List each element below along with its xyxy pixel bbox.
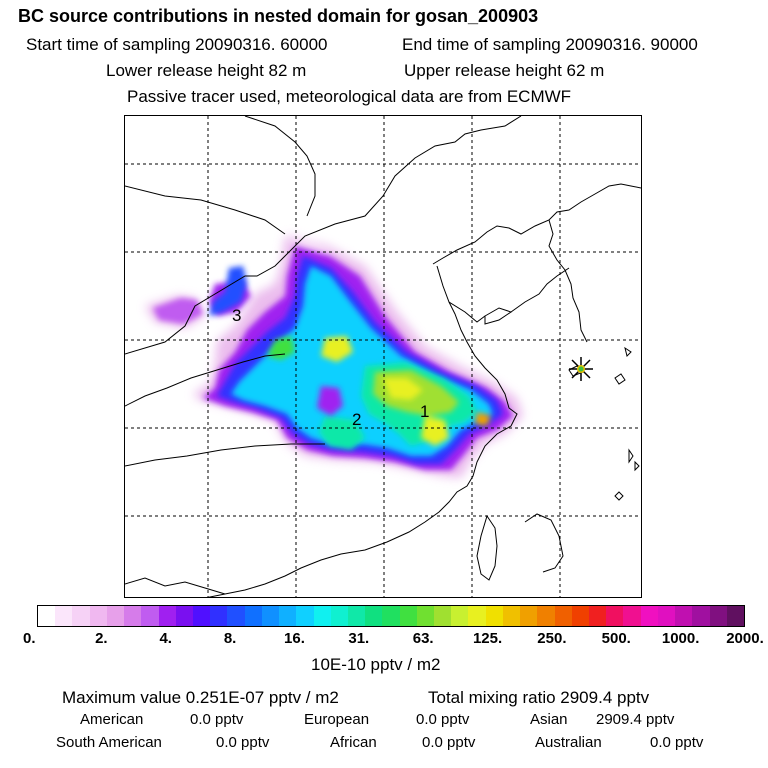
map-gridlines <box>125 116 641 597</box>
color-scale-cell <box>347 606 366 626</box>
color-scale-cell <box>89 606 107 626</box>
color-scale-tick-label: 250. <box>537 630 567 647</box>
asian-label: Asian <box>530 711 568 728</box>
color-scale-tick-label: 2. <box>95 630 108 647</box>
color-scale-tick-label: 0. <box>23 630 36 647</box>
color-scale-cell <box>692 606 710 626</box>
asian-value: 2909.4 pptv <box>596 711 675 728</box>
color-scale-cell <box>726 606 744 626</box>
color-scale-cell <box>571 606 589 626</box>
color-scale-cell <box>313 606 331 626</box>
color-scale-cell <box>502 606 521 626</box>
color-scale-cell <box>416 606 435 626</box>
color-scale-cell <box>365 606 383 626</box>
color-scale-cell <box>520 606 538 626</box>
region-label-3: 3 <box>232 306 241 325</box>
region-label-1: 1 <box>420 402 429 421</box>
color-scale-cell <box>589 606 607 626</box>
color-scale-bar <box>37 605 745 627</box>
tracer-note-text: Passive tracer used, meteorological data… <box>127 87 572 106</box>
color-scale-tick-label: 125. <box>472 630 503 647</box>
color-scale-cell <box>38 606 56 626</box>
color-scale-cell <box>261 606 280 626</box>
upper-release-text: Upper release height 62 m <box>404 61 605 80</box>
concentration-plume <box>145 234 523 478</box>
color-scale-tick-label: 2000. <box>726 630 764 647</box>
max-value-text: Maximum value 0.251E-07 pptv / m2 <box>62 688 339 707</box>
american-label: American <box>80 711 144 728</box>
page-title: BC source contributions in nested domain… <box>18 6 539 26</box>
color-scale-tick-label: 1000. <box>661 630 700 647</box>
lower-release-text: Lower release height 82 m <box>106 61 307 80</box>
color-scale-cell <box>141 606 159 626</box>
south-american-label: South American <box>56 734 162 751</box>
color-scale-tick-label: 8. <box>223 630 237 647</box>
color-scale-cell <box>640 606 658 626</box>
color-scale-cell <box>399 606 417 626</box>
color-scale-cell <box>192 606 211 626</box>
start-time-text: Start time of sampling 20090316. 60000 <box>26 35 328 54</box>
color-scale-cell <box>210 606 228 626</box>
color-scale-cell <box>434 606 452 626</box>
color-scale-cell <box>485 606 503 626</box>
european-label: European <box>304 711 370 728</box>
color-scale-cell <box>227 606 245 626</box>
color-scale-cell <box>55 606 73 626</box>
color-scale-cell <box>158 606 176 626</box>
color-scale-cell <box>72 606 90 626</box>
african-label: African <box>330 734 377 751</box>
color-scale-cell <box>124 606 142 626</box>
receptor-star-marker <box>569 357 593 381</box>
region-label-2: 2 <box>352 410 361 429</box>
south-american-value: 0.0 pptv <box>216 734 270 751</box>
australian-label: Australian <box>535 734 602 751</box>
african-value: 0.0 pptv <box>422 734 476 751</box>
color-scale-tick-label: 63. <box>412 630 434 647</box>
total-mixing-ratio-text: Total mixing ratio 2909.4 pptv <box>428 688 650 707</box>
map-svg: 1 2 3 <box>125 116 641 597</box>
european-value: 0.0 pptv <box>416 711 470 728</box>
color-scale-cell <box>468 606 486 626</box>
color-scale-cell <box>279 606 297 626</box>
color-scale-tick-label: 4. <box>159 630 172 647</box>
american-value: 0.0 pptv <box>190 711 244 728</box>
color-scale-cell <box>382 606 400 626</box>
color-scale-cell <box>175 606 193 626</box>
color-scale-cell <box>657 606 676 626</box>
color-scale-tick-label: 16. <box>284 630 305 647</box>
color-scale-cell <box>106 606 125 626</box>
color-scale-cell <box>606 606 624 626</box>
australian-value: 0.0 pptv <box>650 734 704 751</box>
color-scale-cell <box>330 606 348 626</box>
end-time-text: End time of sampling 20090316. 90000 <box>402 35 698 54</box>
color-scale-cell <box>554 606 572 626</box>
map-panel: 1 2 3 <box>124 115 642 598</box>
color-scale-cell <box>623 606 641 626</box>
color-scale-cell <box>451 606 469 626</box>
color-scale-cell <box>244 606 262 626</box>
color-scale-cell <box>675 606 693 626</box>
color-scale-unit: 10E-10 pptv / m2 <box>311 655 441 674</box>
color-scale-cell <box>709 606 727 626</box>
color-scale-cell <box>537 606 555 626</box>
color-scale-tick-label: 500. <box>601 630 631 647</box>
color-scale-cell <box>296 606 314 626</box>
color-scale-tick-label: 31. <box>348 630 370 647</box>
